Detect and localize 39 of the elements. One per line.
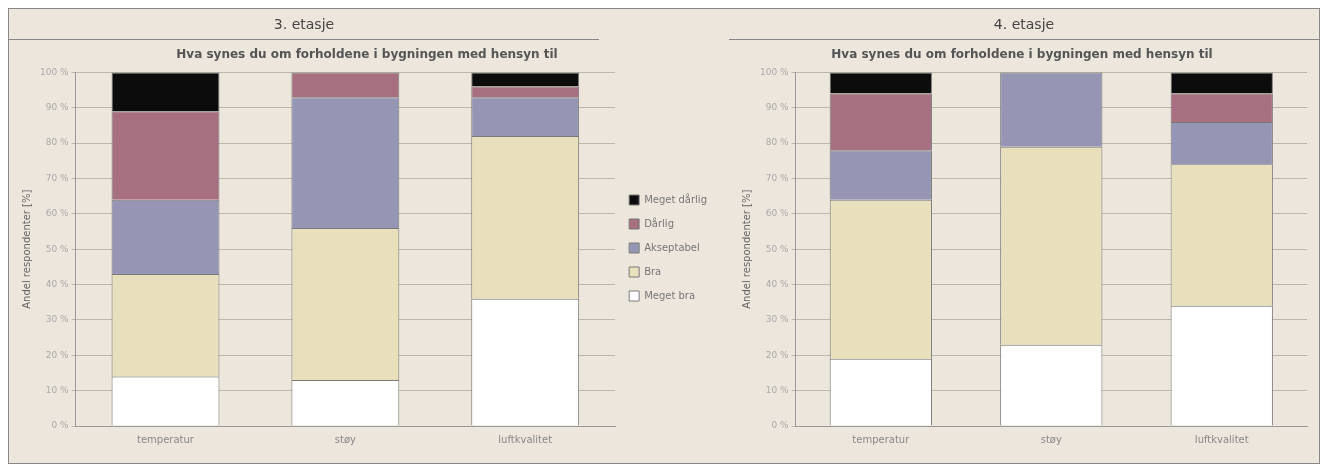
- x-tick-label: luftkvalitet: [498, 433, 553, 445]
- x-tick-label: støy: [334, 433, 357, 445]
- y-tick-label: 70 %: [45, 172, 70, 183]
- y-tick-label: 100 %: [760, 66, 790, 77]
- y-tick-label: 80 %: [765, 137, 790, 148]
- y-tick-label: 10 %: [765, 384, 790, 395]
- legend-label: Meget bra: [644, 289, 696, 301]
- x-tick-label: temperatur: [852, 433, 911, 445]
- chart-title: 4. etasje: [729, 9, 1319, 40]
- chart-subtitle: Hva synes du om forholdene i bygningen med hensyn til: [831, 47, 1213, 62]
- y-tick-label: 90 %: [765, 102, 790, 113]
- y-tick-label: 0 %: [771, 420, 790, 431]
- y-tick-label: 20 %: [765, 349, 790, 360]
- y-tick-label: 40 %: [765, 278, 790, 289]
- x-tick-label: temperatur: [137, 433, 195, 445]
- y-tick-label: 100 %: [40, 66, 70, 77]
- y-tick-label: 30 %: [765, 314, 790, 325]
- y-tick-label: 0 %: [51, 420, 70, 431]
- y-tick-label: 40 %: [45, 278, 70, 289]
- y-tick-label: 60 %: [765, 208, 790, 219]
- legend-label: Bra: [644, 265, 662, 277]
- y-tick-label: 10 %: [45, 384, 70, 395]
- y-tick-label: 20 %: [45, 349, 70, 360]
- y-tick-label: 70 %: [765, 172, 790, 183]
- chart-title: 3. etasje: [9, 9, 599, 40]
- y-axis-title: Andel respondenter [%]: [20, 189, 32, 309]
- y-tick-label: 80 %: [45, 137, 70, 148]
- y-tick-label: 90 %: [45, 102, 70, 113]
- legend-label: Dårlig: [644, 216, 674, 229]
- legend-label: Meget dårlig: [644, 192, 707, 205]
- y-tick-label: 50 %: [765, 243, 790, 254]
- x-tick-label: støy: [1040, 433, 1062, 445]
- y-tick-label: 50 %: [45, 243, 70, 254]
- y-tick-label: 60 %: [45, 208, 70, 219]
- legend-label: Akseptabel: [644, 241, 700, 253]
- x-tick-label: luftkvalitet: [1194, 433, 1249, 445]
- y-tick-label: 30 %: [45, 314, 70, 325]
- y-axis-title: Andel respondenter [%]: [740, 189, 752, 309]
- chart-subtitle: Hva synes du om forholdene i bygningen med hensyn til: [176, 47, 558, 62]
